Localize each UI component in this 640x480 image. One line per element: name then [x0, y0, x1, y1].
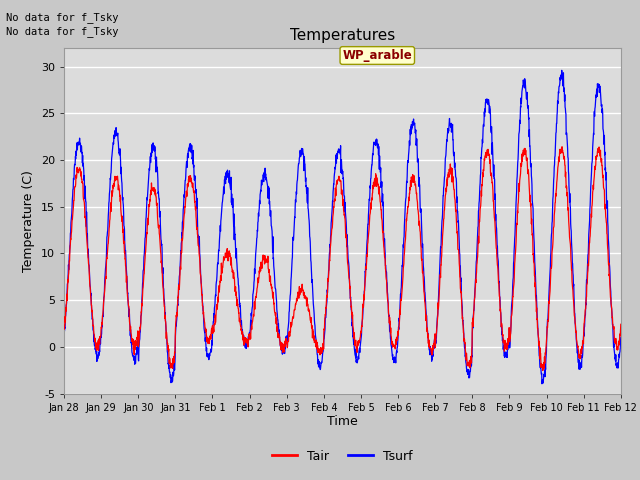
Text: No data for f_Tsky: No data for f_Tsky [6, 12, 119, 23]
Text: No data for f_Tsky: No data for f_Tsky [6, 26, 119, 37]
Legend: Tair, Tsurf: Tair, Tsurf [268, 445, 417, 468]
Y-axis label: Temperature (C): Temperature (C) [22, 170, 35, 272]
Text: WP_arable: WP_arable [342, 49, 412, 62]
X-axis label: Time: Time [327, 415, 358, 429]
Title: Temperatures: Temperatures [290, 28, 395, 43]
